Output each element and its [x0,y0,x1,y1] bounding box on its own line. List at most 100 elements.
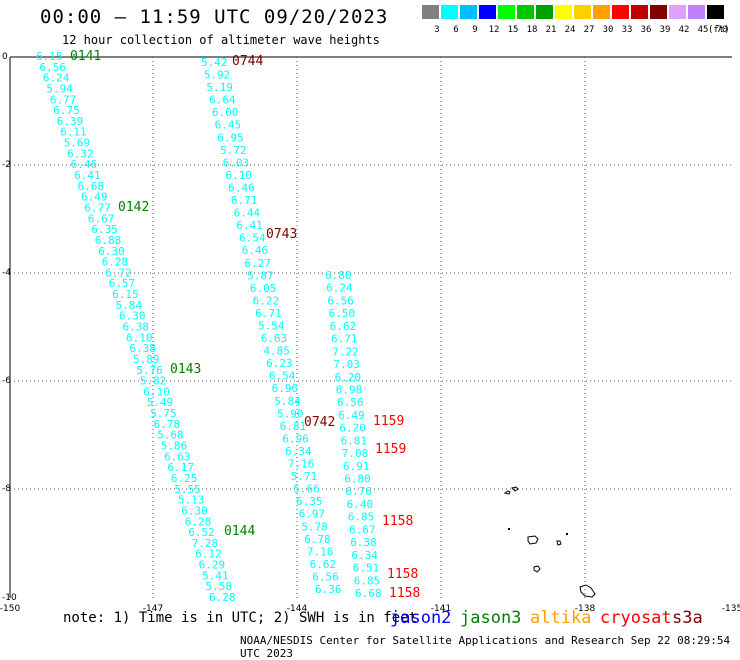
wave-height-value: 5.92 [204,69,231,82]
wave-height-value: 6.27 [244,257,271,270]
wave-height-value: 6.28 [209,591,236,604]
wave-height-value: 7.03 [333,358,360,371]
scale-swatch [498,5,515,19]
scale-swatch [460,5,477,19]
wave-height-value: 6.11 [60,126,86,139]
wave-height-value: 6.56 [337,396,364,409]
scale-swatch [422,5,439,19]
x-tick-label: -147 [143,604,163,614]
pass-time-label: 0743 [266,227,297,242]
wave-height-value: 5.13 [178,494,205,507]
scale-label: 33 [621,25,633,35]
wave-height-value: 5.49 [147,396,174,409]
wave-height-value: 6.29 [199,559,226,572]
pass-time-label: 1158 [389,586,420,601]
scale-swatch [688,5,705,19]
scale-swatch [517,5,534,19]
wave-height-value: 6.81 [341,434,368,447]
wave-height-value: 5.58 [206,580,233,593]
wave-height-value: 6.00 [212,106,239,119]
wave-height-value: 6.56 [312,571,339,584]
wave-height-value: 5.68 [157,429,184,442]
wave-height-value: 7.08 [342,447,369,460]
wave-height-value: 6.56 [40,61,67,74]
wave-height-value: 7.28 [192,537,219,550]
wave-height-value: 6.98 [336,384,363,397]
wave-height-value: 6.96 [282,432,309,445]
wave-height-value: 6.54 [239,232,266,245]
wave-height-value: 6.10 [225,169,252,182]
wave-height-value: 6.35 [296,495,323,508]
wave-height-value: 5.82 [140,375,167,388]
island-dot [566,533,568,535]
wave-height-value: 6.71 [331,333,358,346]
wave-height-value: 6.96 [272,382,299,395]
wave-height-value: 5.78 [301,520,328,533]
satellite-legend-item: altika [530,608,592,628]
wave-height-value: 6.97 [299,508,326,521]
wave-height-value: 6.05 [250,282,277,295]
wave-height-value: 6.77 [84,202,111,215]
wave-height-value: 5.87 [247,269,274,282]
scale-label: 6 [453,25,459,35]
wave-height-value: 6.62 [330,320,357,333]
wave-height-value: 6.41 [74,169,101,182]
wave-height-value: 6.24 [326,282,353,295]
wave-height-value: 6.12 [195,548,222,561]
scale-swatch [536,5,553,19]
scale-swatch [650,5,667,19]
wave-height-value: 6.46 [242,244,269,257]
y-tick-label: 0 [2,52,8,62]
wave-height-value: 5.66 [293,483,320,496]
pass-time-label: 1158 [387,567,418,582]
y-tick-label: -8 [2,484,11,494]
wave-height-value: 5.89 [133,353,160,366]
scale-label: 42 [678,25,690,35]
wave-height-value: 6.15 [36,50,63,63]
scale-label: 21 [545,25,557,35]
pass-time-label: 1158 [382,514,413,529]
credit-line: NOAA/NESDIS Center for Satellite Applica… [240,634,731,660]
wave-height-value: 6.30 [181,504,208,517]
scale-label: 45 [697,25,709,35]
map-subtitle: 12 hour collection of altimeter wave hei… [62,33,380,47]
satellite-legend-item: s3a [672,608,703,628]
wave-height-value: 6.51 [353,562,380,575]
wave-height-value: 6.45 [215,119,242,132]
wave-height-value: 5.90 [277,407,304,420]
wave-height-value: 7.22 [332,345,359,358]
wave-height-value: 6.85 [354,574,381,587]
wave-height-value: 6.85 [348,511,375,524]
scale-label: 70 [716,25,728,35]
wave-height-value: 6.91 [343,460,370,473]
wave-height-value: 6.46 [228,182,255,195]
pass-time-label: 0144 [224,524,255,539]
wave-height-value: 6.32 [67,147,94,160]
wave-height-value: 6.88 [95,234,122,247]
wave-height-value: 6.34 [351,549,378,562]
wave-height-value: 6.63 [261,332,288,345]
scale-label: 9 [472,25,478,35]
wave-height-value: 6.50 [329,307,356,320]
wave-height-value: 6.28 [102,256,129,269]
wave-height-value: 6.72 [105,266,132,279]
wave-height-value: 6.34 [285,445,312,458]
wave-height-value: 6.03 [223,156,250,169]
scale-swatch [707,5,724,19]
wave-height-value: 6.41 [236,219,262,232]
y-tick-label: -2 [2,160,11,170]
wave-height-value: 6.28 [185,515,212,528]
wave-height-value: 6.78 [154,418,181,431]
wave-height-value: 5.86 [161,440,188,453]
footer-note: note: 1) Time is in UTC; 2) SWH is in fe… [63,610,418,626]
wave-height-value: 6.39 [57,115,84,128]
wave-height-value: 5.55 [174,483,201,496]
satellite-legend-item: jason2 [390,608,452,628]
island-outline [556,540,562,546]
wave-height-value: 6.22 [253,294,280,307]
satellite-legend-item: cryosat [600,608,672,628]
wave-height-value: 6.67 [349,523,376,536]
scale-label: 3 [434,25,440,35]
wave-height-value: 6.46 [71,158,98,171]
x-tick-label: -141 [431,604,451,614]
